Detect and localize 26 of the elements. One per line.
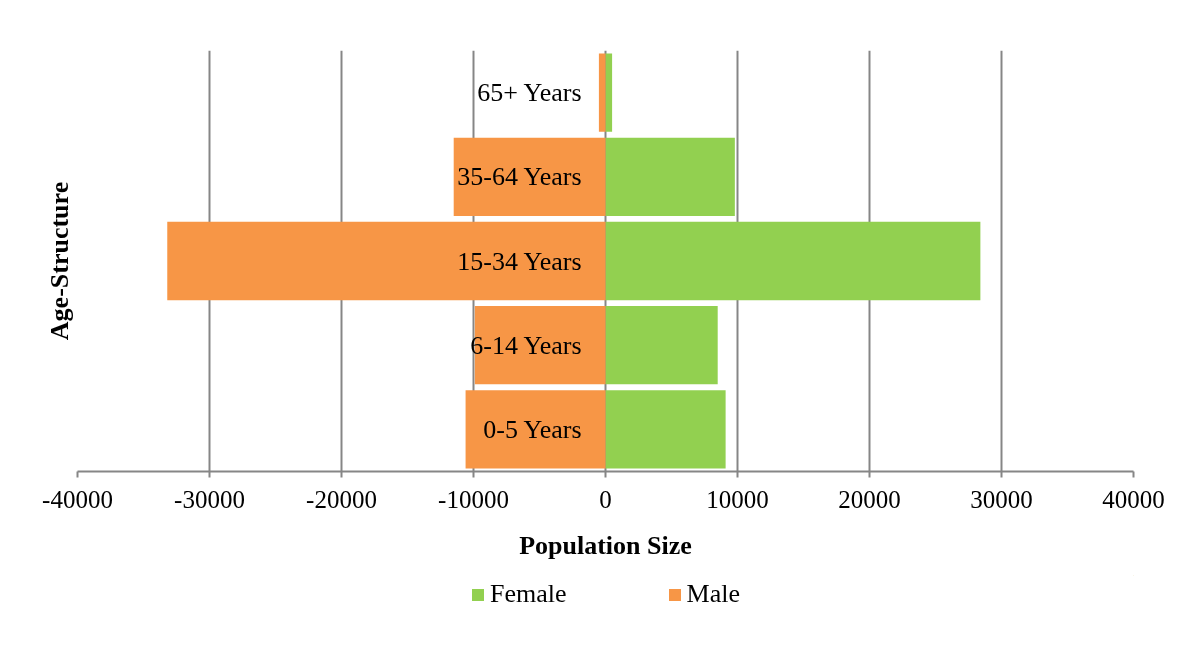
x-tick-label: 0 bbox=[599, 485, 612, 513]
y-tick-label: 15-34 Years bbox=[457, 246, 582, 276]
bar bbox=[453, 137, 606, 216]
y-axis-title: Age-Structure bbox=[44, 181, 74, 341]
bar bbox=[598, 53, 606, 132]
x-tick-label: 20000 bbox=[838, 485, 901, 513]
x-tick-label: 30000 bbox=[970, 485, 1033, 513]
bar bbox=[605, 221, 981, 301]
bar bbox=[605, 137, 735, 216]
legend-label: Male bbox=[686, 579, 740, 609]
x-tick-label: -10000 bbox=[438, 485, 509, 513]
x-tick-label: -40000 bbox=[42, 485, 113, 513]
bar bbox=[605, 390, 726, 469]
bar bbox=[167, 221, 606, 301]
y-tick-label: 35-64 Years bbox=[457, 162, 582, 192]
legend-label: Female bbox=[490, 579, 567, 609]
bar bbox=[605, 306, 718, 385]
bar bbox=[605, 53, 613, 132]
bar bbox=[465, 390, 606, 469]
x-tick-label: 10000 bbox=[706, 485, 769, 513]
y-tick-label: 0-5 Years bbox=[483, 414, 582, 444]
x-tick-label: -30000 bbox=[174, 485, 245, 513]
y-tick-label: 65+ Years bbox=[477, 78, 582, 108]
x-tick-label: -20000 bbox=[306, 485, 377, 513]
x-axis-title: Population Size bbox=[519, 530, 692, 560]
x-tick-label: 40000 bbox=[1102, 485, 1165, 513]
